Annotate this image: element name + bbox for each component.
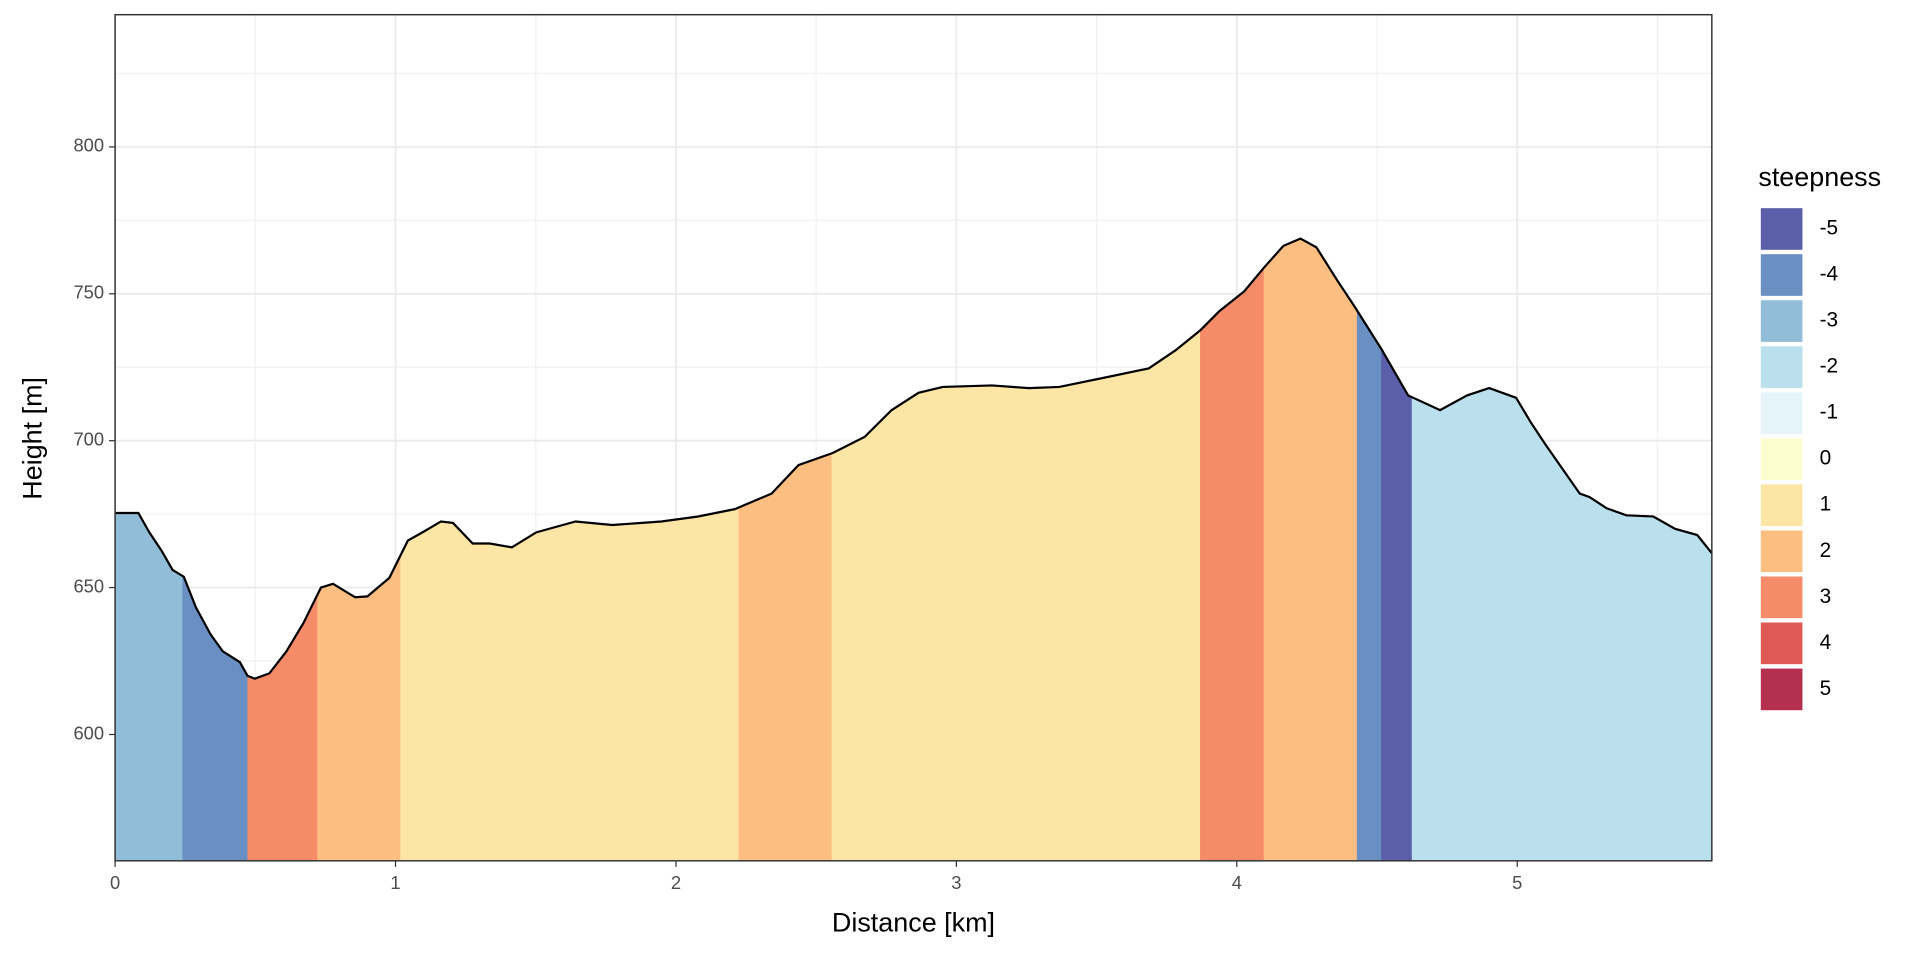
x-tick-label: 1 [390, 872, 400, 893]
y-tick-label: 650 [73, 575, 104, 596]
legend-key [1760, 530, 1803, 573]
segment [1200, 238, 1265, 861]
segment [1381, 238, 1413, 861]
legend-label: 4 [1820, 631, 1832, 654]
segment [738, 238, 833, 861]
legend-label: -5 [1820, 216, 1839, 239]
legend-label: -4 [1820, 263, 1839, 286]
legend-label: -2 [1820, 355, 1839, 378]
profile-line [115, 237, 1713, 680]
segment [831, 238, 1201, 861]
y-axis-label: Height [m] [17, 377, 47, 500]
legend-label: 3 [1820, 585, 1832, 608]
legend-label: -3 [1820, 309, 1839, 332]
segment [317, 238, 401, 861]
legend-label: -1 [1820, 401, 1839, 424]
legend-label: 0 [1820, 447, 1832, 470]
segment [115, 238, 184, 861]
legend-label: 2 [1820, 539, 1832, 562]
legend-label: 1 [1820, 493, 1832, 516]
segment [247, 238, 318, 861]
y-tick-label: 800 [73, 135, 104, 156]
y-tick-label: 750 [73, 282, 104, 303]
legend-title: steepness [1758, 162, 1881, 192]
segment [1356, 238, 1382, 861]
legend-key [1760, 576, 1803, 619]
legend-key [1760, 254, 1803, 296]
x-tick-label: 4 [1232, 872, 1242, 893]
legend-key [1760, 622, 1803, 665]
legend-key [1760, 438, 1803, 480]
y-tick-label: 700 [73, 429, 104, 450]
segment [1263, 238, 1358, 861]
legend-key [1760, 208, 1803, 250]
x-tick-label: 5 [1512, 872, 1522, 893]
legend-key [1760, 484, 1803, 527]
legend-key [1760, 392, 1803, 434]
legend-key [1760, 346, 1803, 388]
panel-border [114, 13, 1713, 862]
x-tick-label: 2 [671, 872, 681, 893]
x-tick-label: 0 [110, 872, 120, 893]
x-tick-label: 3 [951, 872, 961, 893]
y-tick-label: 600 [73, 722, 104, 743]
segment [182, 238, 249, 861]
legend-key [1760, 668, 1803, 711]
legend-key [1760, 300, 1803, 342]
segment [1411, 238, 1712, 861]
legend-label: 5 [1820, 677, 1832, 700]
x-axis-label: Distance [km] [832, 908, 995, 938]
segment [400, 238, 740, 861]
